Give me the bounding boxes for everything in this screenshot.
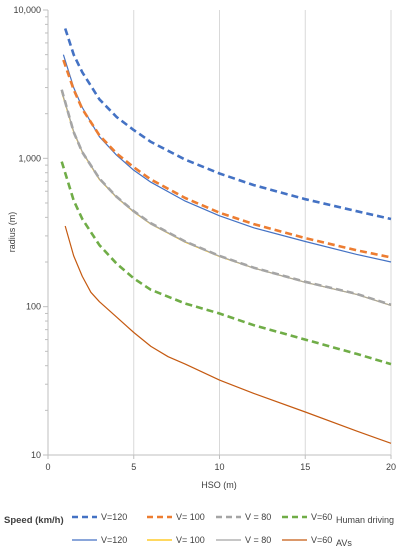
x-tick-label: 0 — [45, 462, 50, 472]
legend-title: Speed (km/h) — [4, 515, 64, 526]
series-line-avs-v100 — [61, 91, 392, 306]
series-line-avs-v80 — [61, 90, 392, 306]
series-line-human-v100 — [62, 59, 392, 259]
y-tick-label: 1,000 — [18, 153, 41, 163]
x-axis-title: HSO (m) — [201, 480, 237, 490]
legend-label: V=60 — [311, 512, 332, 522]
x-tick-label: 15 — [300, 462, 310, 472]
legend: Speed (km/h) Human driving AVs V=120 V= 1… — [4, 512, 394, 548]
y-tick-label: 10 — [31, 450, 41, 460]
y-axis-title: radius (m) — [7, 212, 17, 253]
x-tick-label: 5 — [131, 462, 136, 472]
tick-labels: 10 100 1,000 10,000 0 5 10 15 20 — [13, 5, 396, 472]
legend-label: V= 100 — [176, 512, 205, 522]
y-tick-label: 10,000 — [13, 5, 41, 15]
y-tick-label: 100 — [26, 302, 41, 312]
series-line-human-v60 — [60, 161, 392, 366]
legend-label: V = 80 — [245, 535, 271, 545]
series-lines — [60, 28, 392, 444]
legend-label: V= 100 — [176, 535, 205, 545]
series-line-human-v120 — [63, 28, 392, 221]
series-line-human-v80 — [60, 89, 392, 307]
series-line-avs-v60 — [64, 225, 392, 444]
legend-label: V=120 — [101, 512, 127, 522]
legend-label: V = 80 — [245, 512, 271, 522]
legend-group-avs: AVs — [336, 538, 352, 548]
series-line-avs-v120 — [62, 54, 392, 263]
legend-label: V=120 — [101, 535, 127, 545]
axes — [43, 9, 392, 459]
legend-label: V=60 — [311, 535, 332, 545]
legend-group-human-driving: Human driving — [336, 515, 394, 525]
x-tick-label: 20 — [386, 462, 396, 472]
grid — [133, 10, 392, 455]
x-tick-label: 10 — [214, 462, 224, 472]
legend-items: V=120 V= 100 V = 80 V=60 V=120 V= 100 V = 80 V=… — [72, 512, 332, 545]
